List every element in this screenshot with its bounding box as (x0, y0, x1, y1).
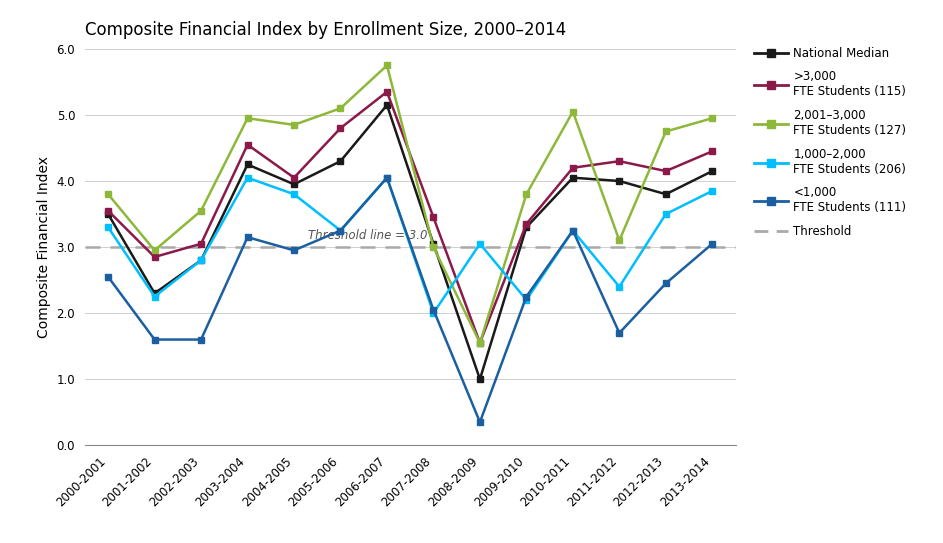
Text: Threshold line = 3.0: Threshold line = 3.0 (308, 229, 427, 242)
Y-axis label: Composite Financial Index: Composite Financial Index (37, 156, 51, 338)
Text: Composite Financial Index by Enrollment Size, 2000–2014: Composite Financial Index by Enrollment … (85, 21, 566, 39)
Legend: National Median, >3,000
FTE Students (115), 2,001–3,000
FTE Students (127), 1,00: National Median, >3,000 FTE Students (11… (754, 47, 906, 238)
